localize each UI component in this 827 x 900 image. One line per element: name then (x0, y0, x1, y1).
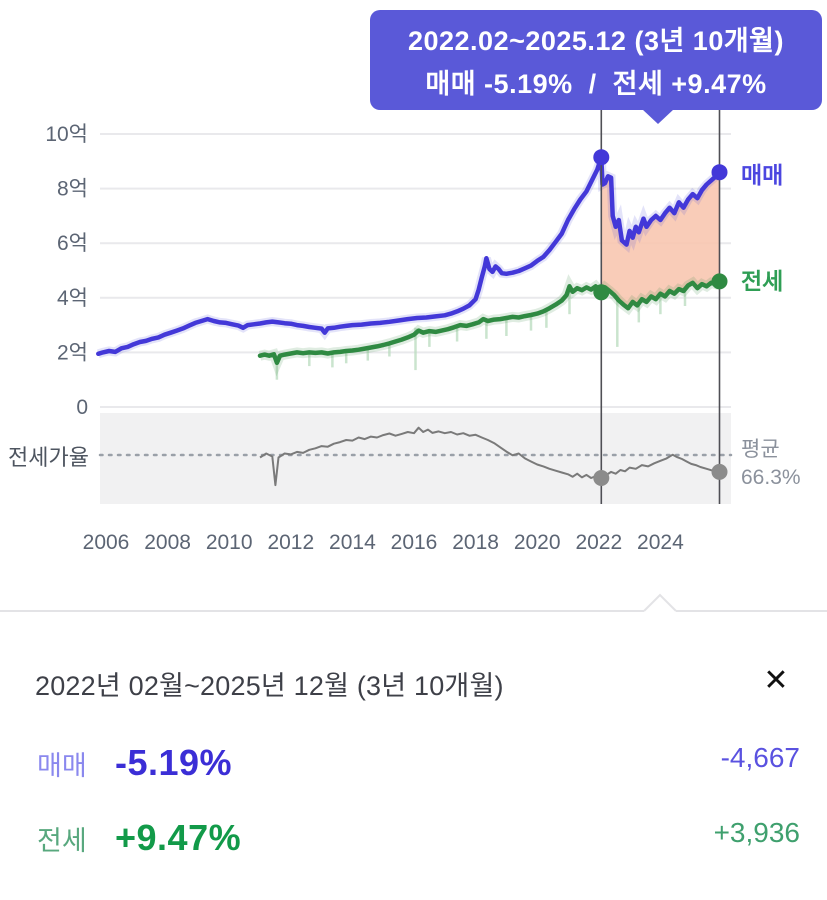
y-tick-label: 6억 (57, 232, 88, 255)
x-tick-label: 2020 (514, 531, 561, 554)
x-tick-label: 2014 (329, 531, 376, 554)
x-tick-label: 2018 (452, 531, 499, 554)
selection-fill (601, 157, 720, 309)
close-icon: ✕ (763, 663, 789, 697)
y-tick-labels: 10억 8억 6억 4억 2억 0 (45, 123, 88, 419)
marker-dots[interactable] (593, 149, 728, 486)
jeonse-row: 전세 +9.47% +3,936 (0, 817, 827, 865)
x-tick-label: 2012 (267, 531, 314, 554)
close-button[interactable]: ✕ (752, 656, 800, 704)
tooltip-period: 2022.02~2025.12 (3년 10개월) (407, 26, 785, 56)
y-tick-label: 4억 (57, 287, 88, 310)
selection-tooltip: 2022.02~2025.12 (3년 10개월) 매매 -5.19% / 전세… (370, 10, 822, 124)
gridlines (100, 133, 731, 408)
jeonse-row-label: 전세 (37, 826, 87, 856)
caret-up-icon (643, 593, 677, 612)
jeonse-legend-label: 전세 (741, 268, 783, 294)
sale-line (96, 154, 722, 357)
jeonse-marker-dot[interactable] (593, 284, 610, 301)
sale-marker-dot[interactable] (593, 149, 610, 166)
panel-title: 2022년 02월~2025년 12월 (3년 10개월) (35, 671, 504, 701)
x-tick-labels: 2006 2008 2010 2012 2014 2016 2018 2020 2022 2024 (83, 531, 684, 554)
jeonse-row-pct: +9.47% (115, 817, 242, 858)
ratio-axis-label: 전세가율 (8, 445, 89, 470)
ratio-marker-dot[interactable] (711, 463, 728, 480)
ratio-band (100, 413, 731, 504)
y-tick-label: 0 (76, 396, 88, 419)
x-tick-label: 2008 (144, 531, 191, 554)
sale-legend-label: 매매 (741, 162, 783, 188)
x-tick-label: 2022 (575, 531, 622, 554)
ratio-marker-dot[interactable] (593, 470, 610, 486)
y-tick-label: 8억 (57, 178, 88, 201)
y-tick-label: 2억 (57, 341, 88, 364)
x-tick-label: 2006 (83, 531, 130, 554)
average-label: 평균 (741, 438, 780, 461)
average-value: 66.3% (741, 466, 801, 489)
jeonse-row-amount: +3,936 (713, 817, 800, 848)
sale-row-label: 매매 (37, 751, 87, 781)
price-chart[interactable]: 10억 8억 6억 4억 2억 0 2006 2008 2010 2012 2014 2016 201… (0, 0, 827, 612)
panel-divider (0, 593, 827, 612)
detail-panel (0, 612, 827, 900)
y-tick-label: 10억 (45, 123, 88, 146)
jeonse-line (257, 279, 722, 366)
chart-svg[interactable]: 10억 8억 6억 4억 2억 0 2006 2008 2010 2012 2014 2016 201… (0, 0, 827, 612)
tooltip-arrow-icon (642, 109, 674, 124)
sale-row: 매매 -5.19% -4,667 (0, 742, 827, 790)
x-tick-label: 2024 (637, 531, 684, 554)
ratio-line (259, 426, 720, 487)
sale-row-pct: -5.19% (115, 742, 233, 783)
tooltip-summary: 매매 -5.19% / 전세 +9.47% (425, 69, 767, 99)
jeonse-marker-dot[interactable] (711, 273, 728, 290)
sale-row-amount: -4,667 (720, 742, 800, 773)
x-tick-label: 2010 (206, 531, 253, 554)
sale-marker-dot[interactable] (711, 164, 728, 181)
x-tick-label: 2016 (391, 531, 438, 554)
